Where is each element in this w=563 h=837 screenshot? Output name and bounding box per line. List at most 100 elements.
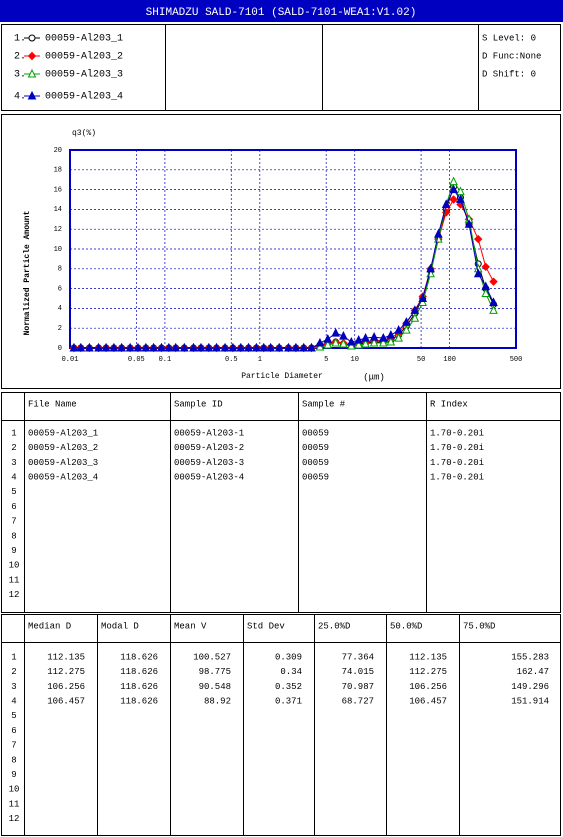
cell: 00059-Al203-4 [174, 472, 244, 482]
marker [481, 262, 490, 272]
marker [346, 336, 356, 346]
marker [27, 68, 37, 78]
marker [117, 342, 126, 352]
row-number: 11 [9, 575, 20, 585]
marker [266, 342, 275, 352]
row-number: 1 [11, 428, 16, 438]
marker [331, 328, 341, 337]
column-header: Sample ID [174, 399, 223, 409]
cell: 0.34 [280, 667, 302, 677]
column-header: Modal D [101, 621, 139, 631]
marker [474, 234, 483, 244]
marker [449, 195, 458, 204]
setting: S Level: 0 [482, 33, 536, 43]
legend-index: 4. [14, 92, 26, 103]
marker [402, 317, 411, 326]
cell: 106.457 [47, 696, 85, 706]
legend-index: 1. [14, 34, 26, 45]
marker [196, 342, 206, 352]
x-tick-label: 50 [417, 356, 425, 364]
marker [426, 263, 435, 273]
row-number: 7 [11, 741, 16, 751]
cell: 00059-Al203_4 [28, 472, 98, 482]
cell: 0.352 [275, 682, 302, 692]
cell: 00059 [302, 428, 329, 438]
cell: 88.92 [204, 696, 231, 706]
cell: 00059-Al203-3 [174, 458, 244, 468]
marker [27, 90, 37, 100]
marker [125, 342, 135, 352]
cell: 00059-Al203_1 [28, 428, 98, 438]
marker [386, 336, 396, 346]
x-tick-label: 10 [351, 356, 359, 364]
row-number: 8 [11, 531, 16, 541]
y-tick-label: 16 [54, 186, 62, 194]
marker [331, 337, 341, 347]
marker [212, 342, 221, 352]
legend-index: 2. [14, 52, 26, 63]
cell: 0.371 [275, 696, 302, 706]
marker [339, 338, 348, 348]
marker [410, 305, 420, 314]
cell: 00059 [302, 443, 329, 453]
x-tick-label: 0.5 [225, 356, 238, 364]
y-tick-label: 20 [54, 147, 62, 155]
marker [252, 342, 261, 352]
legend-name: 00059-Al203_1 [45, 33, 123, 45]
marker [274, 342, 284, 352]
legend-panel [1, 24, 561, 111]
table-1 [1, 392, 561, 613]
marker [489, 305, 498, 314]
marker [307, 342, 316, 352]
table-2 [1, 614, 561, 836]
column-header: Mean V [174, 621, 207, 631]
marker [410, 313, 420, 322]
row-number: 10 [9, 561, 20, 571]
marker [489, 277, 498, 286]
x-tick-label: 5 [324, 356, 328, 364]
marker [259, 342, 269, 352]
column-header: File Name [28, 399, 77, 409]
row-number: 5 [11, 711, 16, 721]
cell: 112.275 [409, 667, 447, 677]
marker [386, 330, 396, 339]
cell: 00059-Al203_3 [28, 458, 98, 468]
marker [236, 342, 246, 352]
row-number: 3 [11, 458, 16, 468]
cell: 1.70-0.20i [430, 428, 484, 438]
marker [354, 334, 363, 344]
column-header: Sample # [302, 399, 346, 409]
marker [402, 325, 411, 334]
column-header: R Index [430, 399, 468, 409]
cell: 0.309 [275, 652, 302, 662]
cell: 74.015 [342, 667, 374, 677]
cell: 118.626 [120, 652, 158, 662]
row-number: 7 [11, 517, 16, 527]
marker [291, 342, 301, 352]
marker [244, 342, 253, 352]
marker [418, 293, 428, 302]
plot-frame [69, 149, 517, 349]
cell: 118.626 [120, 682, 158, 692]
column-header: 25.0%D [318, 621, 350, 631]
x-label: Particle Diameter [241, 372, 323, 381]
row-number: 4 [11, 472, 16, 482]
cell: 90.548 [199, 682, 231, 692]
marker [361, 338, 370, 348]
cell: 77.364 [342, 652, 374, 662]
y-tick-label: 2 [58, 325, 62, 333]
legend-name: 00059-Al203_4 [45, 91, 123, 103]
marker [489, 297, 498, 306]
marker [179, 342, 189, 352]
marker [28, 34, 36, 42]
marker [394, 325, 403, 334]
column-header: 75.0%D [463, 621, 495, 631]
marker [354, 339, 363, 349]
marker [379, 337, 388, 347]
setting: D Func:None [482, 51, 541, 61]
column-header: 50.0%D [390, 621, 422, 631]
cell: 162.47 [517, 667, 549, 677]
marker [85, 342, 94, 352]
cell: 00059-Al203_2 [28, 443, 98, 453]
